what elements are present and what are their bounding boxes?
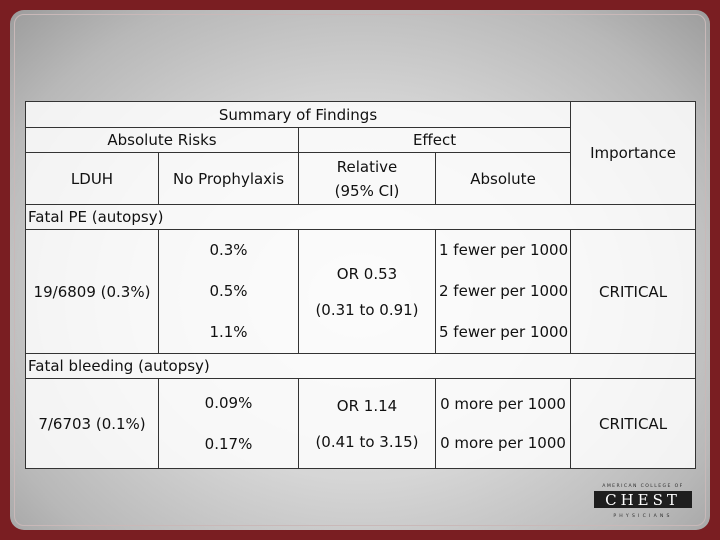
logo-top-text: AMERICAN COLLEGE OF <box>602 483 683 489</box>
no-prophylaxis-value: 0.5% <box>209 282 248 300</box>
table-row: Fatal PE (autopsy) <box>24 204 697 230</box>
relative-effect-value: OR 0.53 <box>336 264 398 283</box>
outcome-label-fatal-bleeding: Fatal bleeding (autopsy) <box>24 353 697 379</box>
no-prophylaxis-header: No Prophylaxis <box>158 152 299 205</box>
outcome-label-fatal-pe: Fatal PE (autopsy) <box>24 204 697 230</box>
relative-effect-value: OR 1.14 <box>336 396 398 415</box>
absolute-effect-value: 5 fewer per 1000 <box>439 323 569 341</box>
relative-effect: OR 1.14 (0.41 to 3.15) <box>298 378 436 469</box>
absolute-header: Absolute <box>434 152 572 205</box>
relative-header: Relative (95% CI) <box>298 152 436 205</box>
absolute-effect-values: 0 more per 1000 0 more per 1000 <box>434 378 572 469</box>
relative-header-line2: (95% CI) <box>334 181 400 200</box>
absolute-effect-value: 0 more per 1000 <box>440 394 566 413</box>
table-title: Summary of Findings <box>24 101 572 128</box>
no-prophylaxis-value: 1.1% <box>209 323 248 341</box>
no-prophylaxis-value: 0.17% <box>204 434 253 453</box>
no-prophylaxis-value: 0.3% <box>209 241 248 259</box>
no-prophylaxis-value: 0.09% <box>204 393 253 412</box>
relative-header-line1: Relative <box>336 157 398 176</box>
group-header-row: Absolute Risks Effect <box>25 127 696 153</box>
no-prophylaxis-values: 0.09% 0.17% <box>158 378 299 469</box>
slide: Summary of Findings Importance Absolute … <box>10 10 710 530</box>
absolute-risks-header: Absolute Risks <box>25 127 299 153</box>
logo-bottom-text: PHYSICIANS <box>613 513 672 519</box>
relative-effect: OR 0.53 (0.31 to 0.91) <box>298 229 436 354</box>
absolute-effect-values: 1 fewer per 1000 2 fewer per 1000 5 fewe… <box>434 229 572 354</box>
absolute-effect-value: 1 fewer per 1000 <box>439 241 569 259</box>
relative-effect-ci: (0.31 to 0.91) <box>315 300 419 319</box>
logo-main-text: CHEST <box>605 491 681 509</box>
chest-logo: AMERICAN COLLEGE OF CHEST PHYSICIANS <box>594 483 692 519</box>
summary-of-findings-table: Summary of Findings Importance Absolute … <box>24 101 697 469</box>
absolute-effect-value: 2 fewer per 1000 <box>439 282 569 300</box>
effect-header: Effect <box>297 127 572 153</box>
importance-value: CRITICAL <box>570 229 697 354</box>
importance-value: CRITICAL <box>570 378 697 469</box>
absolute-effect-value: 0 more per 1000 <box>440 433 566 452</box>
table-row: Fatal bleeding (autopsy) <box>24 353 697 379</box>
ldu-h-header: LDUH <box>25 152 159 205</box>
table-row: 19/6809 (0.3%) 0.3% 0.5% 1.1% OR 0.53 (0… <box>25 229 697 354</box>
column-header-row: LDUH No Prophylaxis Relative (95% CI) Ab… <box>25 152 696 205</box>
no-prophylaxis-values: 0.3% 0.5% 1.1% <box>158 229 299 354</box>
relative-effect-ci: (0.41 to 3.15) <box>315 432 419 451</box>
logo-bar <box>594 491 692 508</box>
ldu-h-value: 7/6703 (0.1%) <box>25 378 159 469</box>
table-row: 7/6703 (0.1%) 0.09% 0.17% OR 1.14 (0.41 … <box>25 378 697 469</box>
importance-header: Importance <box>570 101 697 205</box>
table-title-row: Summary of Findings Importance <box>24 101 697 205</box>
ldu-h-value: 19/6809 (0.3%) <box>25 229 159 354</box>
